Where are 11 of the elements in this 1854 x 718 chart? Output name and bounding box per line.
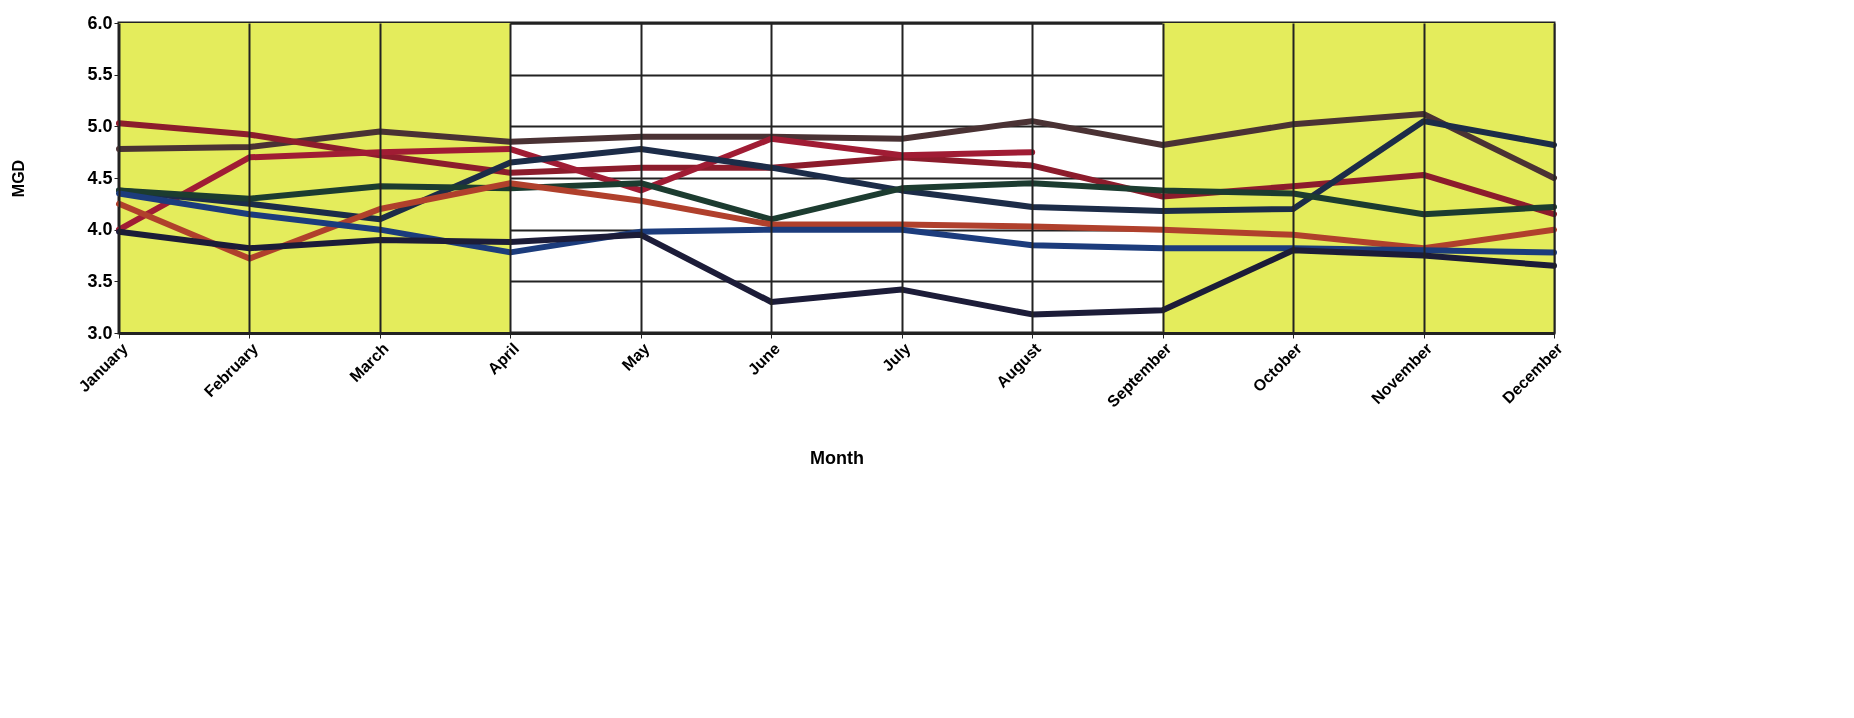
y-tick-label: 5.0 bbox=[87, 115, 113, 136]
y-tick-label: 4.5 bbox=[87, 167, 113, 188]
x-tick-label: July bbox=[878, 339, 914, 375]
x-axis-title: Month bbox=[810, 448, 864, 469]
y-axis-title: MGD bbox=[10, 159, 28, 198]
y-tick-label: 6.0 bbox=[87, 12, 113, 33]
y-tick-label: 5.5 bbox=[87, 64, 113, 85]
y-tick-label: 3.5 bbox=[87, 270, 113, 291]
y-tick-label: 3.0 bbox=[87, 322, 113, 343]
x-tick-label: May bbox=[618, 339, 653, 374]
y-tick-label: 4.0 bbox=[87, 219, 113, 240]
